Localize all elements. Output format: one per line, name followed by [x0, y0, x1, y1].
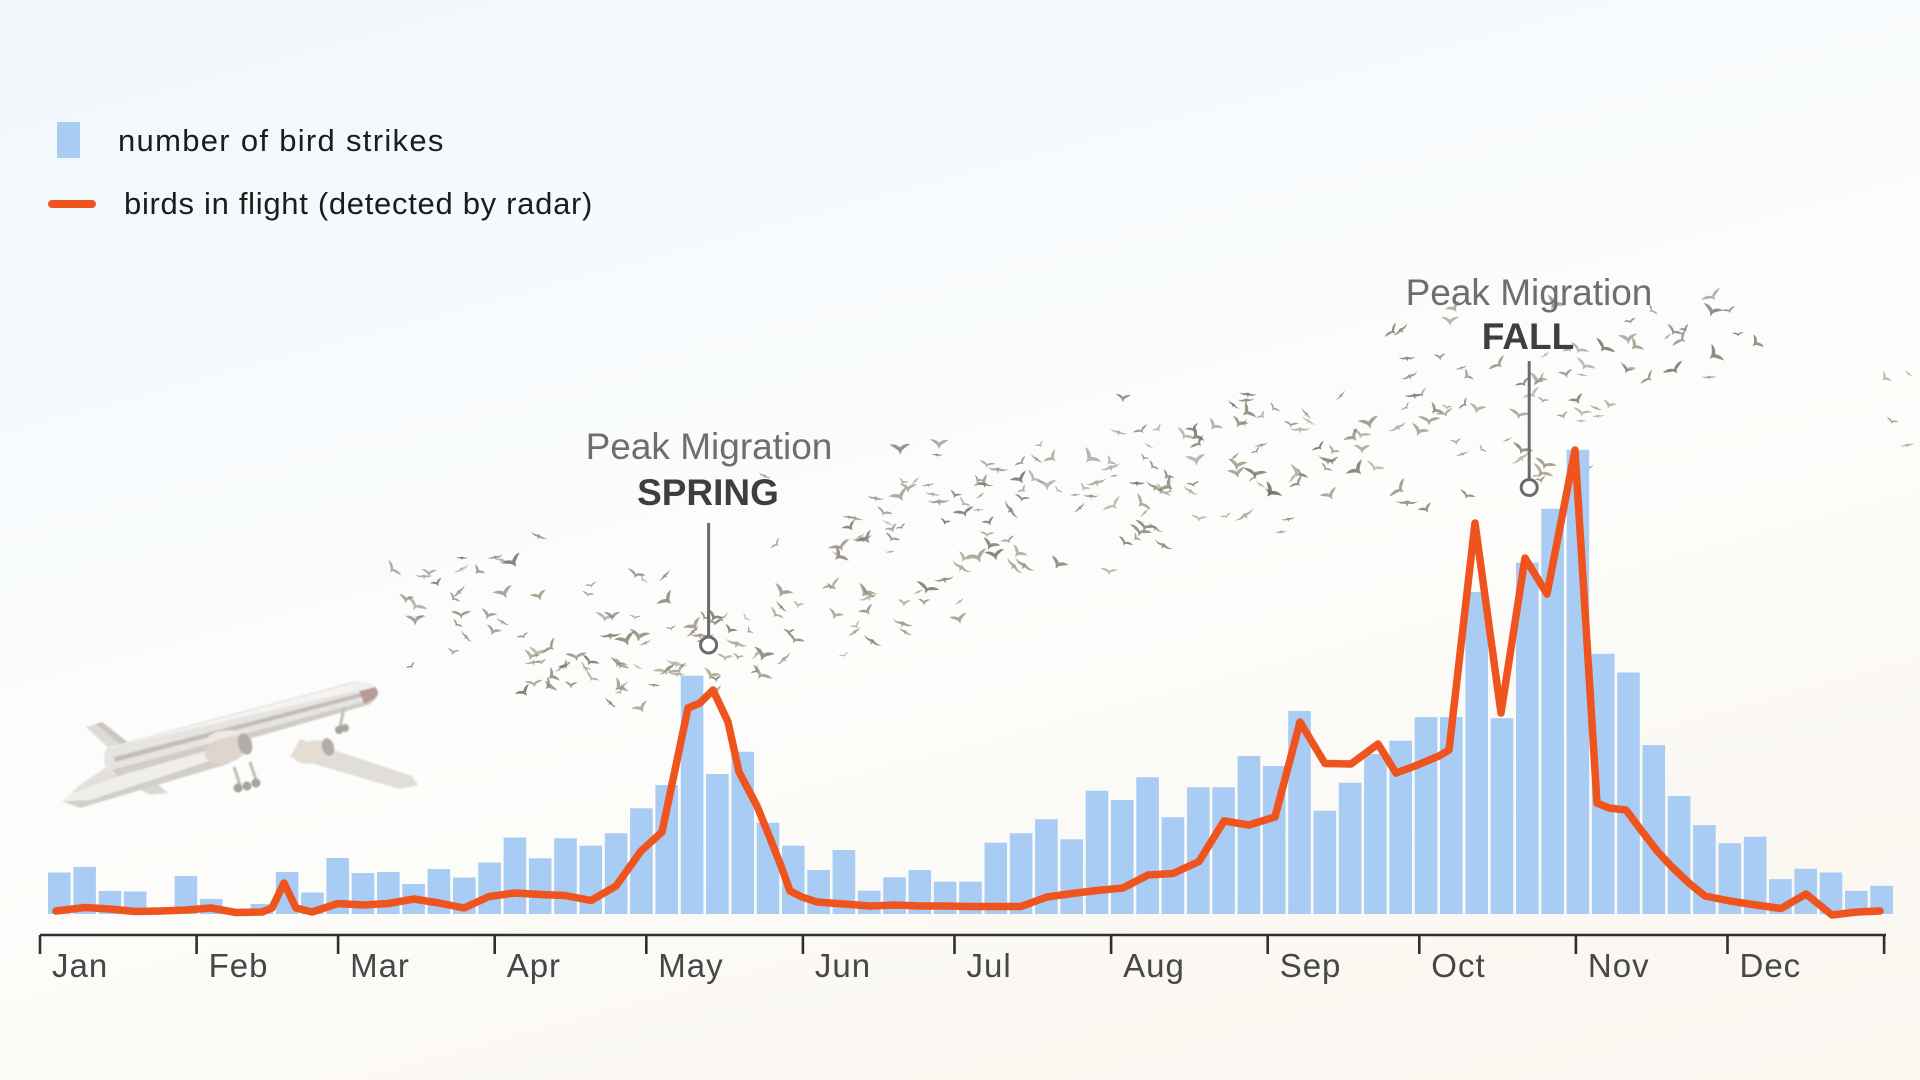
svg-text:Aug: Aug [1123, 947, 1185, 984]
svg-text:Jun: Jun [815, 947, 871, 984]
svg-text:Sep: Sep [1280, 947, 1342, 984]
svg-text:Jan: Jan [52, 947, 108, 984]
svg-text:Dec: Dec [1740, 947, 1802, 984]
svg-text:Mar: Mar [350, 947, 410, 984]
svg-text:number of bird strikes: number of bird strikes [118, 123, 445, 158]
svg-text:Apr: Apr [507, 947, 561, 984]
svg-text:Nov: Nov [1588, 947, 1650, 984]
svg-text:May: May [658, 947, 723, 984]
svg-text:Oct: Oct [1431, 947, 1485, 984]
svg-text:Jul: Jul [967, 947, 1012, 984]
svg-text:FALL: FALL [1482, 316, 1574, 357]
svg-text:SPRING: SPRING [637, 472, 779, 513]
svg-text:Feb: Feb [209, 947, 269, 984]
svg-text:birds in flight (detected by r: birds in flight (detected by radar) [124, 186, 593, 221]
svg-text:Peak Migration: Peak Migration [586, 426, 833, 467]
svg-text:Peak Migration: Peak Migration [1406, 272, 1653, 313]
